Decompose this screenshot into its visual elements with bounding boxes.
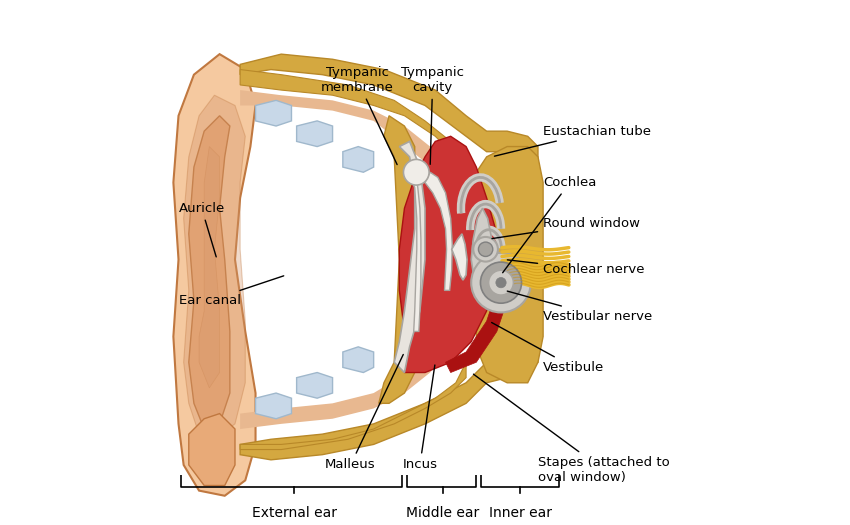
- Text: Ear canal: Ear canal: [178, 276, 284, 307]
- Text: Auricle: Auricle: [178, 202, 224, 257]
- Text: External ear: External ear: [252, 506, 337, 520]
- Text: Malleus: Malleus: [326, 354, 403, 471]
- Polygon shape: [184, 95, 246, 439]
- Polygon shape: [241, 69, 466, 172]
- Polygon shape: [411, 172, 421, 331]
- Text: Eustachian tube: Eustachian tube: [495, 124, 651, 156]
- Text: Tympanic
cavity: Tympanic cavity: [401, 66, 464, 164]
- Polygon shape: [241, 342, 538, 460]
- Polygon shape: [476, 146, 543, 383]
- Circle shape: [489, 270, 513, 295]
- Polygon shape: [241, 362, 466, 449]
- Polygon shape: [297, 121, 332, 146]
- Polygon shape: [400, 136, 497, 373]
- Polygon shape: [241, 90, 461, 429]
- Polygon shape: [189, 116, 230, 429]
- Polygon shape: [297, 373, 332, 398]
- Polygon shape: [343, 347, 374, 373]
- Text: Vestibular nerve: Vestibular nerve: [507, 291, 652, 322]
- Text: Cochlea: Cochlea: [502, 176, 597, 272]
- Polygon shape: [256, 393, 292, 419]
- Circle shape: [480, 262, 522, 303]
- Text: Inner ear: Inner ear: [489, 506, 552, 520]
- Circle shape: [404, 160, 429, 185]
- Polygon shape: [445, 280, 507, 373]
- Polygon shape: [241, 54, 538, 167]
- Text: Tympanic
membrane: Tympanic membrane: [320, 66, 397, 165]
- Polygon shape: [379, 116, 415, 403]
- Circle shape: [471, 253, 530, 312]
- Polygon shape: [199, 146, 219, 388]
- Polygon shape: [173, 54, 256, 496]
- Polygon shape: [425, 172, 452, 290]
- Text: Stapes (attached to
oval window): Stapes (attached to oval window): [473, 374, 670, 484]
- Text: Vestibule: Vestibule: [491, 322, 604, 374]
- Polygon shape: [256, 100, 292, 126]
- Circle shape: [479, 242, 493, 256]
- Circle shape: [473, 237, 498, 261]
- Polygon shape: [471, 208, 493, 301]
- Polygon shape: [343, 146, 374, 172]
- Polygon shape: [394, 141, 425, 373]
- Circle shape: [496, 278, 506, 288]
- Text: Cochlear nerve: Cochlear nerve: [507, 260, 644, 276]
- Text: Round window: Round window: [492, 217, 640, 238]
- Text: Middle ear: Middle ear: [406, 506, 479, 520]
- Polygon shape: [451, 234, 468, 280]
- Polygon shape: [189, 414, 235, 486]
- Text: Incus: Incus: [402, 365, 438, 471]
